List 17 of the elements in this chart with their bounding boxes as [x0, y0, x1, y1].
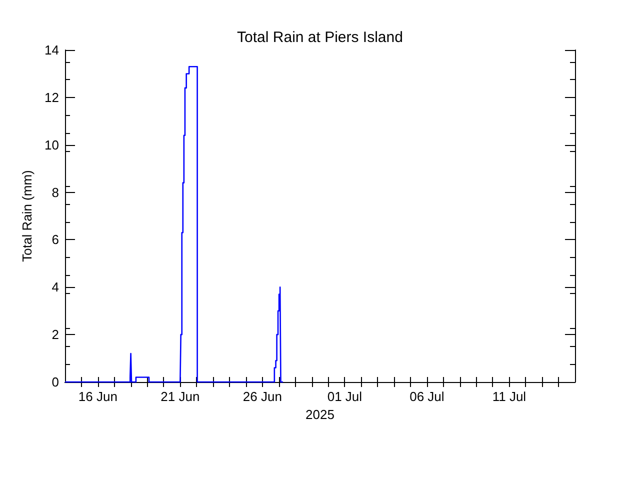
- y-tick-label: 0: [52, 374, 59, 390]
- y-tick-label: 4: [52, 280, 59, 295]
- y-axis-title: Total Rain (mm): [20, 170, 35, 262]
- x-tick-label: 06 Jul: [410, 389, 444, 404]
- x-tick-label: 16 Jun: [78, 389, 118, 404]
- y-tick-label: 10: [44, 137, 59, 152]
- x-tick-label: 01 Jul: [327, 389, 362, 404]
- y-tick-label: 14: [44, 42, 59, 58]
- x-tick-label: 11 Jul: [492, 389, 526, 404]
- y-tick-label: 8: [52, 184, 59, 200]
- x-tick-label: 26 Jun: [242, 389, 282, 404]
- chart-title: Total Rain at Piers Island: [237, 29, 403, 46]
- y-tick-label: 2: [52, 327, 59, 342]
- y-tick-label: 12: [44, 90, 59, 105]
- y-tick-label: 6: [52, 232, 59, 248]
- x-tick-label: 21 Jun: [160, 389, 200, 404]
- x-axis-title: 2025: [306, 406, 334, 422]
